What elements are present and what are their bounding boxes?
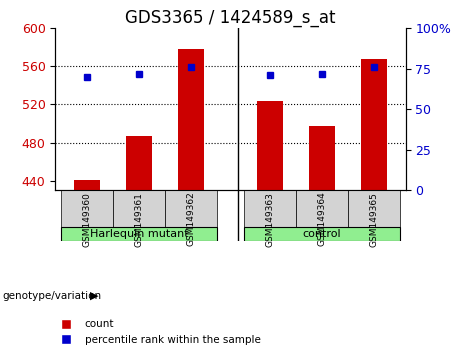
Bar [113,190,165,227]
Bar [126,136,152,190]
Title: GDS3365 / 1424589_s_at: GDS3365 / 1424589_s_at [125,9,336,27]
Text: ▶: ▶ [90,291,98,301]
Bar [361,59,387,190]
Bar [60,190,113,227]
Text: genotype/variation: genotype/variation [2,291,101,301]
Text: GSM149363: GSM149363 [265,192,274,246]
Bar [74,180,100,190]
Text: GSM149361: GSM149361 [135,192,143,246]
Text: GSM149360: GSM149360 [82,192,91,246]
Text: GSM149365: GSM149365 [370,192,379,246]
Bar [257,101,283,190]
Text: GSM149362: GSM149362 [187,192,196,246]
Bar [309,126,335,190]
Bar [178,49,204,190]
Bar [348,190,401,227]
Bar [165,190,218,227]
Text: Harlequin mutant: Harlequin mutant [90,229,188,239]
Bar [243,227,401,241]
Text: GSM149364: GSM149364 [318,192,326,246]
Bar [243,190,296,227]
Bar [296,190,348,227]
Bar [60,227,218,241]
Legend: count, percentile rank within the sample: count, percentile rank within the sample [51,315,265,349]
Text: control: control [303,229,341,239]
